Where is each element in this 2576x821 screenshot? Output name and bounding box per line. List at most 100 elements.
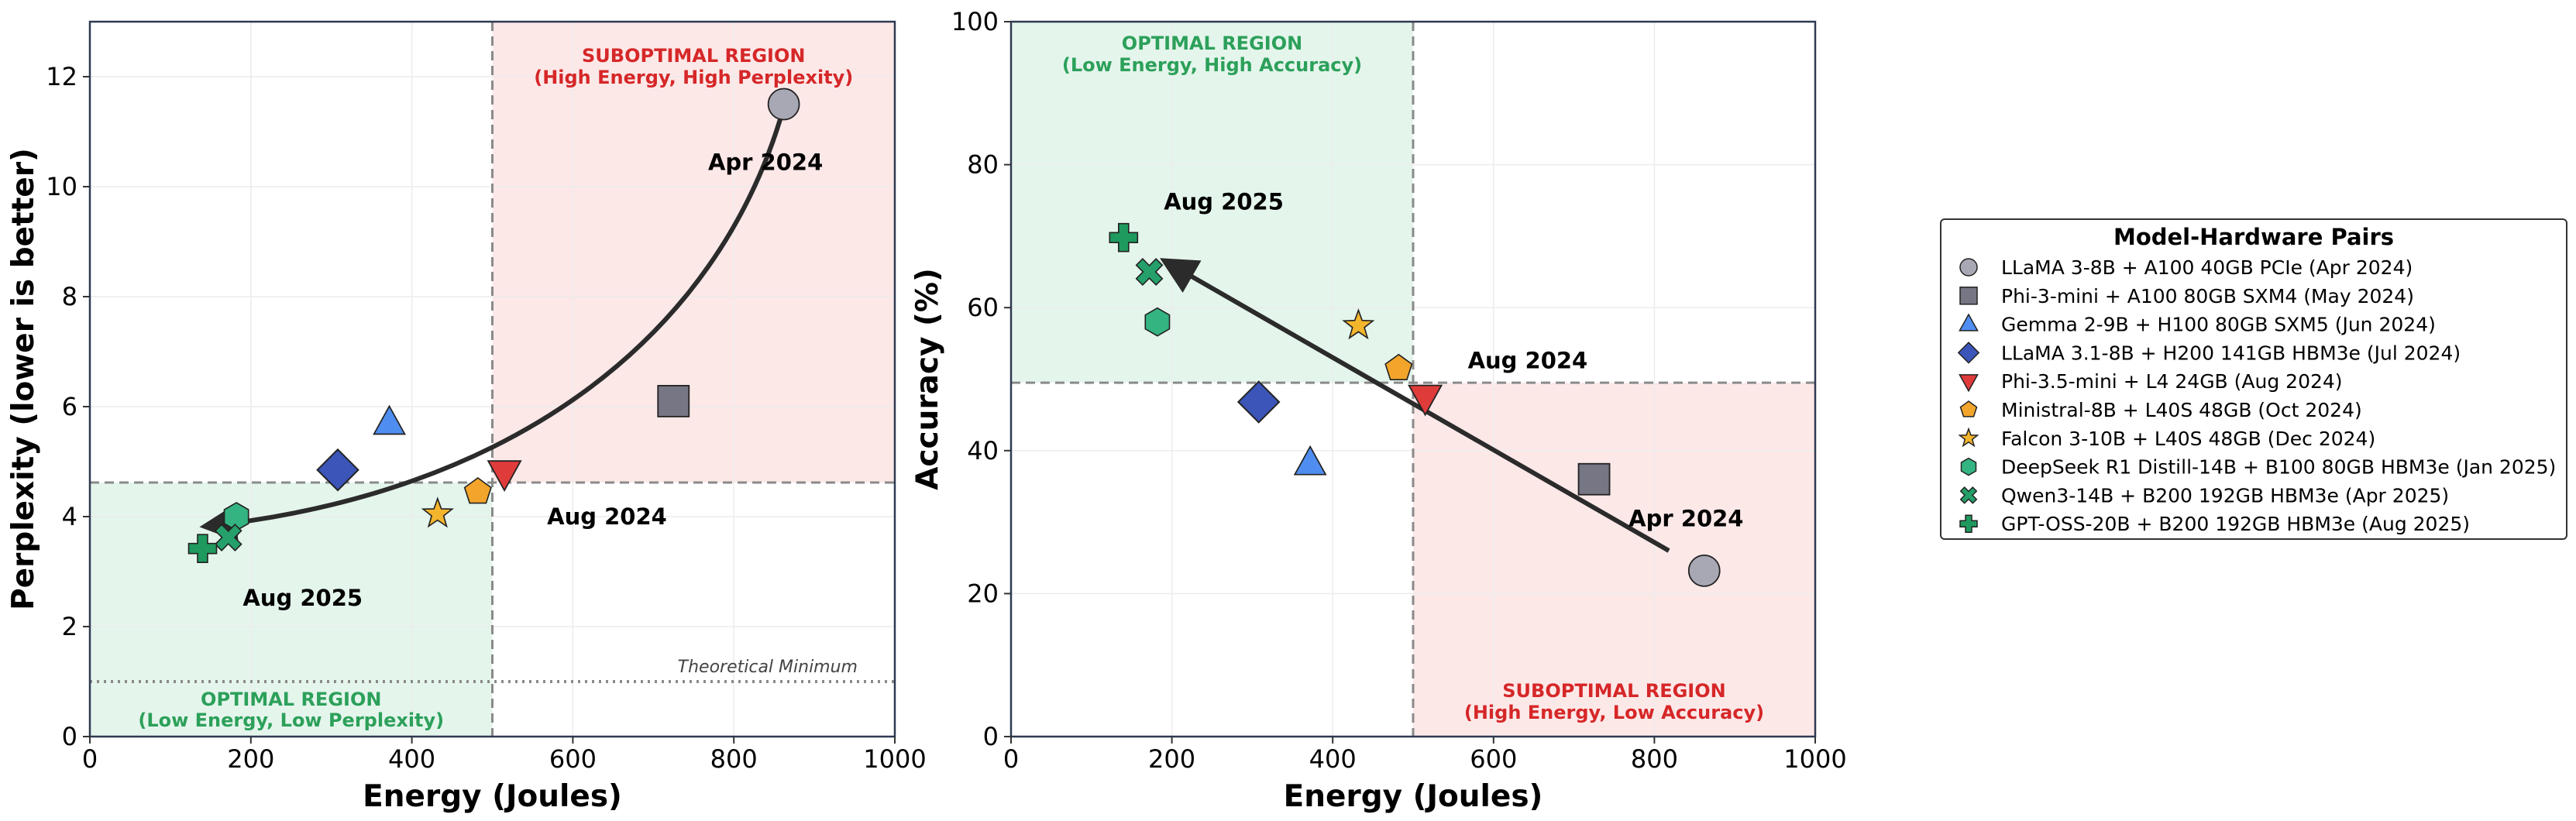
x-tick-label: 1000 [1783, 744, 1846, 774]
x-tick-label: 600 [549, 744, 597, 774]
x-axis-ticks: 0 200 400 600 800 1000 [82, 737, 927, 774]
y-axis-ticks: 0 2 4 6 8 10 12 [46, 62, 90, 751]
x-tick-label: 0 [82, 744, 98, 774]
theoretical-minimum-label: Theoretical Minimum [678, 658, 858, 677]
legend-label: LLaMA 3-8B + A100 40GB PCIe (Apr 2024) [2001, 256, 2413, 279]
data-point-triangle-up [373, 404, 406, 435]
x-tick-label: 800 [710, 744, 758, 774]
y-tick-label: 0 [983, 722, 999, 751]
optimal-region-title: OPTIMAL REGION [201, 689, 381, 710]
trend-label-mid: Aug 2024 [547, 503, 667, 530]
x-tick-label: 800 [1631, 744, 1678, 774]
y-tick-label: 2 [62, 612, 77, 641]
data-point-plus [1109, 222, 1139, 252]
perplexity-chart: Theoretical Minimum OPTIMAL REGION (Low … [6, 20, 927, 814]
y-tick-label: 6 [62, 392, 77, 421]
data-point-pentagon [463, 476, 492, 504]
data-point-plus [187, 534, 218, 564]
y-axis-ticks: 0 20 40 60 80 100 [951, 7, 1011, 751]
data-point-pentagon [1384, 353, 1413, 381]
legend-label: Phi-3.5-mini + L4 24GB (Aug 2024) [2001, 370, 2343, 393]
y-tick-label: 12 [46, 62, 77, 91]
optimal-region-subtitle: (Low Energy, Low Perplexity) [138, 709, 444, 731]
y-axis-label: Perplexity (lower is better) [6, 148, 41, 610]
trend-label-start: Apr 2024 [708, 149, 823, 176]
legend-label: Falcon 3-10B + L40S 48GB (Dec 2024) [2001, 428, 2375, 450]
y-tick-label: 40 [967, 436, 999, 465]
x-axis-label: Energy (Joules) [1284, 779, 1543, 814]
x-tick-label: 600 [1470, 744, 1517, 774]
legend-marker-diamond [1957, 342, 1980, 364]
y-tick-label: 80 [967, 150, 999, 180]
y-tick-label: 8 [62, 282, 77, 311]
legend-label: Qwen3-14B + B200 192GB HBM3e (Apr 2025) [2001, 484, 2449, 507]
data-point-hexagon [1144, 307, 1171, 337]
legend-label: LLaMA 3.1-8B + H200 141GB HBM3e (Jul 202… [2001, 342, 2461, 364]
legend-marker-triangle-up [1959, 313, 1979, 331]
data-point-circle [767, 88, 800, 121]
x-tick-label: 200 [227, 744, 274, 774]
suboptimal-region-title: SUBOPTIMAL REGION [1502, 680, 1725, 702]
optimal-region-subtitle: (Low Energy, High Accuracy) [1062, 54, 1362, 76]
trend-label-end: Aug 2025 [242, 585, 363, 611]
trend-label-start: Apr 2024 [1628, 505, 1743, 531]
data-point-diamond [316, 448, 359, 492]
legend-label: DeepSeek R1 Distill-14B + B100 80GB HBM3… [2001, 456, 2556, 479]
data-point-x [1135, 258, 1164, 287]
y-tick-label: 100 [951, 7, 999, 36]
x-tick-label: 0 [1003, 744, 1019, 774]
legend-box [1940, 218, 2567, 540]
legend-marker-square [1959, 287, 1978, 305]
x-tick-label: 1000 [863, 744, 926, 774]
data-point-x [214, 524, 242, 551]
y-tick-label: 20 [967, 579, 999, 608]
data-point-circle [1687, 554, 1721, 587]
legend-label: Ministral-8B + L40S 48GB (Oct 2024) [2001, 399, 2362, 421]
plot-frame [88, 20, 896, 738]
trend-label-mid: Aug 2024 [1468, 348, 1588, 374]
legend-marker-plus [1959, 514, 1978, 533]
y-tick-label: 0 [62, 722, 77, 751]
legend-marker-circle [1959, 258, 1978, 277]
y-tick-label: 60 [967, 293, 999, 322]
trend-curve [199, 106, 786, 542]
optimal-region-shade [90, 482, 493, 737]
suboptimal-region-title: SUBOPTIMAL REGION [582, 45, 805, 67]
trend-arrow [1160, 258, 1670, 553]
legend-label: Phi-3-mini + A100 80GB SXM4 (May 2024) [2001, 285, 2414, 307]
data-point-square [657, 384, 690, 417]
suboptimal-region-shade [492, 22, 895, 483]
legend-label: Gemma 2-9B + H100 80GB SXM5 (Jun 2024) [2001, 314, 2436, 336]
data-point-star [421, 496, 454, 528]
x-tick-label: 200 [1148, 744, 1195, 774]
data-point-diamond [1236, 380, 1281, 424]
legend: Model-Hardware Pairs LLaMA 3-8B + A100 4… [1940, 218, 2567, 540]
legend-marker-hexagon [1960, 457, 1977, 476]
x-tick-label: 400 [388, 744, 435, 774]
legend-title: Model-Hardware Pairs [2113, 224, 2394, 250]
data-point-triangle-down [487, 460, 522, 493]
legend-marker-triangle-down [1959, 374, 1979, 393]
trend-label-end: Aug 2025 [1164, 189, 1284, 215]
x-tick-label: 400 [1309, 744, 1357, 774]
accuracy-chart: OPTIMAL REGION (Low Energy, High Accurac… [910, 7, 1847, 814]
data-point-square [1577, 462, 1611, 496]
y-tick-label: 10 [46, 172, 77, 201]
legend-marker-star [1958, 427, 1979, 448]
suboptimal-region-subtitle: (High Energy, Low Accuracy) [1464, 702, 1764, 723]
x-axis-ticks: 0 200 400 600 800 1000 [1003, 737, 1847, 774]
y-tick-label: 4 [62, 502, 77, 531]
optimal-region-title: OPTIMAL REGION [1122, 33, 1302, 54]
legend-marker-pentagon [1959, 400, 1978, 417]
suboptimal-region-subtitle: (High Energy, High Perplexity) [534, 67, 853, 88]
data-point-triangle-up [1293, 445, 1327, 476]
legend-items: LLaMA 3-8B + A100 40GB PCIe (Apr 2024) Ph… [1957, 256, 2556, 535]
data-point-triangle-down [1408, 384, 1443, 417]
data-point-star [1342, 308, 1375, 340]
plot-frame [1009, 20, 1817, 738]
legend-marker-x [1959, 486, 1978, 504]
y-axis-label: Accuracy (%) [910, 268, 945, 490]
data-points [187, 88, 800, 564]
legend-label: GPT-OSS-20B + B200 192GB HBM3e (Aug 2025… [2001, 513, 2470, 535]
